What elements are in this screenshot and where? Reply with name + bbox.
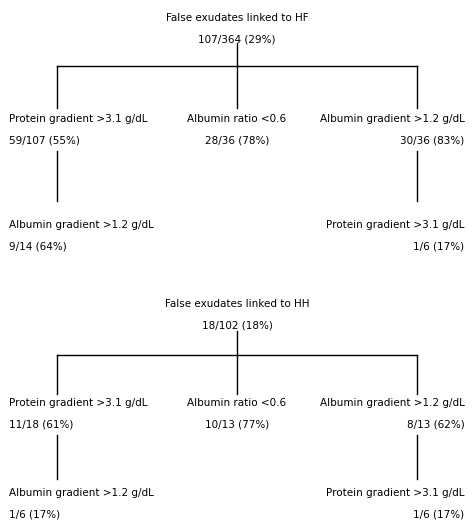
Text: Albumin gradient >1.2 g/dL: Albumin gradient >1.2 g/dL bbox=[319, 398, 465, 408]
Text: Protein gradient >3.1 g/dL: Protein gradient >3.1 g/dL bbox=[326, 220, 465, 230]
Text: 107/364 (29%): 107/364 (29%) bbox=[198, 35, 276, 45]
Text: 1/6 (17%): 1/6 (17%) bbox=[413, 241, 465, 251]
Text: 30/36 (83%): 30/36 (83%) bbox=[400, 135, 465, 145]
Text: 10/13 (77%): 10/13 (77%) bbox=[205, 419, 269, 430]
Text: False exudates linked to HH: False exudates linked to HH bbox=[165, 299, 309, 309]
Text: 1/6 (17%): 1/6 (17%) bbox=[9, 509, 61, 519]
Text: 9/14 (64%): 9/14 (64%) bbox=[9, 241, 67, 251]
Text: Albumin ratio <0.6: Albumin ratio <0.6 bbox=[187, 114, 287, 124]
Text: Protein gradient >3.1 g/dL: Protein gradient >3.1 g/dL bbox=[9, 114, 148, 124]
Text: Albumin gradient >1.2 g/dL: Albumin gradient >1.2 g/dL bbox=[9, 220, 155, 230]
Text: Albumin gradient >1.2 g/dL: Albumin gradient >1.2 g/dL bbox=[9, 488, 155, 498]
Text: Protein gradient >3.1 g/dL: Protein gradient >3.1 g/dL bbox=[326, 488, 465, 498]
Text: 18/102 (18%): 18/102 (18%) bbox=[201, 321, 273, 331]
Text: False exudates linked to HF: False exudates linked to HF bbox=[166, 13, 308, 23]
Text: 28/36 (78%): 28/36 (78%) bbox=[205, 135, 269, 145]
Text: 59/107 (55%): 59/107 (55%) bbox=[9, 135, 81, 145]
Text: 11/18 (61%): 11/18 (61%) bbox=[9, 419, 74, 430]
Text: 8/13 (62%): 8/13 (62%) bbox=[407, 419, 465, 430]
Text: 1/6 (17%): 1/6 (17%) bbox=[413, 509, 465, 519]
Text: Albumin ratio <0.6: Albumin ratio <0.6 bbox=[187, 398, 287, 408]
Text: Albumin gradient >1.2 g/dL: Albumin gradient >1.2 g/dL bbox=[319, 114, 465, 124]
Text: Protein gradient >3.1 g/dL: Protein gradient >3.1 g/dL bbox=[9, 398, 148, 408]
